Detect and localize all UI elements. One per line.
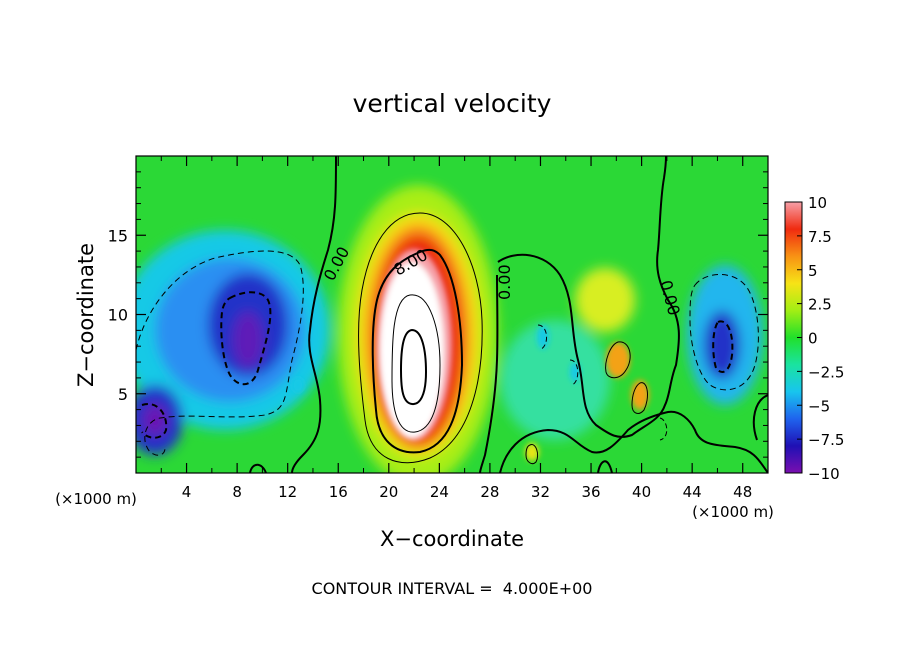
colorbar-tick-label: 7.5 xyxy=(808,228,832,246)
contour-4 xyxy=(358,212,483,464)
y-axis-label: Z−coordinate xyxy=(74,243,98,387)
contour-zero-mid xyxy=(497,156,680,438)
cyan-blob-1 xyxy=(537,325,549,349)
contour-zero-right xyxy=(479,274,499,473)
downdraft-left-core xyxy=(233,312,263,368)
contour-neg-small-3 xyxy=(659,417,668,441)
contour-16 xyxy=(399,328,428,406)
contour-pos-blob-2 xyxy=(631,382,648,414)
contour-neg-small-2 xyxy=(569,359,579,386)
x-unit-label-left: (×1000 m) xyxy=(55,490,137,508)
downdraft-right-inner xyxy=(704,311,740,379)
contour-neg8-left xyxy=(220,291,272,386)
contour-zero-small xyxy=(249,463,267,473)
colorbar-tick-label: 2.5 xyxy=(808,296,832,314)
x-tick-label: 28 xyxy=(480,483,499,501)
contour-neg4-left xyxy=(136,250,304,456)
x-tick-label: 20 xyxy=(379,483,398,501)
contour-label-zero-mid: 0.00 xyxy=(495,264,514,300)
orange-blob-1 xyxy=(606,342,630,378)
weak-descent-right xyxy=(500,320,610,440)
x-tick-label: 36 xyxy=(581,483,600,501)
contour-12 xyxy=(391,294,441,433)
contour-neg4-right xyxy=(689,274,759,391)
contour-zero-low xyxy=(499,410,768,473)
contour-pos-blob-3 xyxy=(525,444,539,465)
y-tick-label: 10 xyxy=(108,306,128,325)
contour-interval-note: CONTOUR INTERVAL = 4.000E+00 xyxy=(312,579,593,598)
contour-neg8-corner xyxy=(141,403,168,439)
x-unit-label-right: (×1000 m) xyxy=(692,503,774,521)
contour-neg-small-1 xyxy=(537,324,547,351)
x-tick-label: 44 xyxy=(683,483,702,501)
contour-zero-left xyxy=(291,156,337,473)
x-tick-label: 40 xyxy=(632,483,651,501)
colorbar: 10 7.5 5 2.5 0 −2.5 −5 −7.5 −10 xyxy=(784,194,844,483)
y-tick-label: 5 xyxy=(118,385,128,404)
x-tick-label: 8 xyxy=(232,483,242,501)
colorbar-tick-label: −5 xyxy=(808,397,830,415)
contour-zero-right-edge xyxy=(752,394,768,441)
cyan-blob-3 xyxy=(292,377,304,393)
colorbar-tick-label: 5 xyxy=(808,262,818,280)
x-tick-label: 4 xyxy=(182,483,192,501)
contour-zero-small-2 xyxy=(597,460,613,473)
x-axis: 4 8 12 16 20 24 28 32 36 40 44 48 xyxy=(160,156,752,501)
contour-neg8-right xyxy=(712,320,734,373)
y-axis: 5 10 15 xyxy=(108,171,768,458)
x-axis-label: X−coordinate xyxy=(380,527,524,551)
x-tick-label: 16 xyxy=(329,483,348,501)
x-tick-label: 24 xyxy=(430,483,449,501)
contour-8 xyxy=(371,248,464,454)
colorbar-tick-label: −2.5 xyxy=(808,363,844,381)
colorbar-tick-label: −10 xyxy=(808,465,840,483)
yellow-patch xyxy=(575,268,635,332)
colorbar-tick-label: 10 xyxy=(808,194,827,212)
colorbar-tick-label: −7.5 xyxy=(808,431,844,449)
contour-pos-blob-1 xyxy=(605,341,631,379)
contour-lines xyxy=(136,156,768,473)
heatmap-field xyxy=(136,156,768,473)
x-tick-label: 12 xyxy=(278,483,297,501)
x-tick-label: 48 xyxy=(733,483,752,501)
chart-title: vertical velocity xyxy=(353,89,552,118)
x-tick-label: 32 xyxy=(531,483,550,501)
y-tick-label: 15 xyxy=(108,226,128,245)
colorbar-tick-label: 0 xyxy=(808,330,818,348)
downdraft-corner-core xyxy=(143,404,167,436)
